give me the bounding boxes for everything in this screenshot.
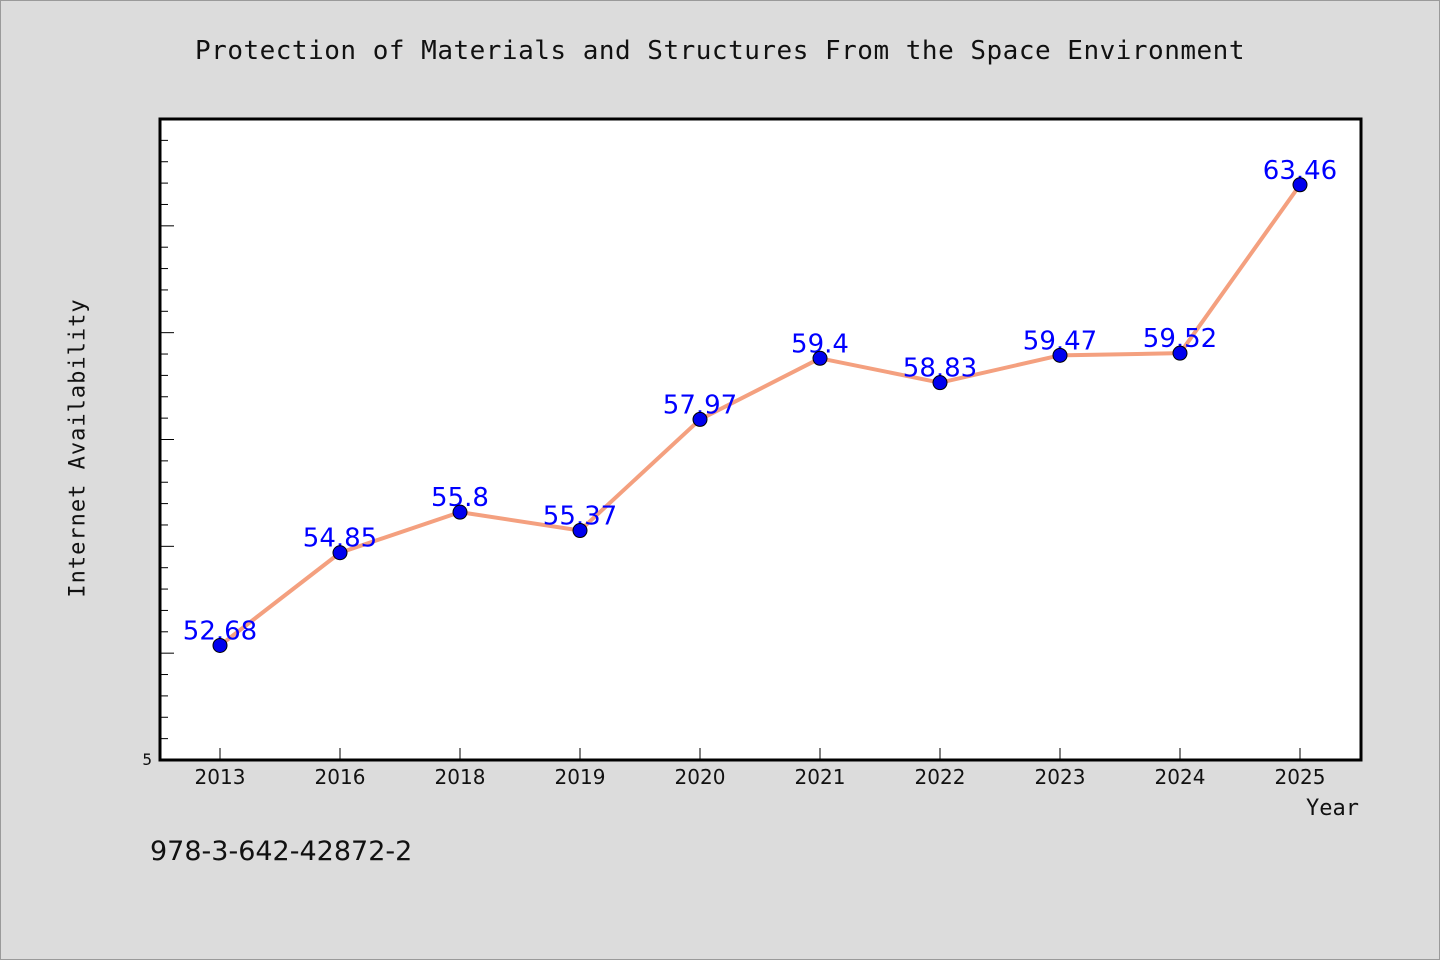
data-point — [1292, 177, 1308, 193]
x-tick-label: 2020 — [675, 765, 726, 789]
y-axis-ticks: 5 — [142, 139, 174, 769]
y-tick-label: 5 — [142, 750, 152, 769]
x-tick-label: 2013 — [195, 765, 246, 789]
x-tick-label: 2018 — [435, 765, 486, 789]
data-point — [932, 375, 948, 391]
data-point — [812, 350, 828, 366]
x-tick-label: 2024 — [1155, 765, 1206, 789]
data-point — [1052, 347, 1068, 363]
data-point — [572, 523, 588, 539]
x-tick-label: 2021 — [795, 765, 846, 789]
x-tick-label: 2019 — [555, 765, 606, 789]
data-point — [692, 411, 708, 427]
x-tick-label: 2023 — [1035, 765, 1086, 789]
data-point — [332, 545, 348, 561]
x-axis-ticks: 2013 2016 2018 2019 2020 2021 2022 2023 2024 2025 — [195, 748, 1326, 789]
data-point — [452, 504, 468, 520]
footnote-isbn: 978-3-642-42872-2 — [150, 836, 413, 867]
plot-area — [158, 117, 1363, 762]
series-line — [218, 183, 1302, 648]
x-tick-label: 2016 — [315, 765, 366, 789]
data-point — [1172, 345, 1188, 361]
x-axis-label: Year — [1306, 796, 1359, 821]
x-tick-label: 2025 — [1275, 765, 1326, 789]
data-point — [212, 637, 228, 653]
chart-title: Protection of Materials and Structures F… — [195, 36, 1245, 66]
x-tick-label: 2022 — [915, 765, 966, 789]
